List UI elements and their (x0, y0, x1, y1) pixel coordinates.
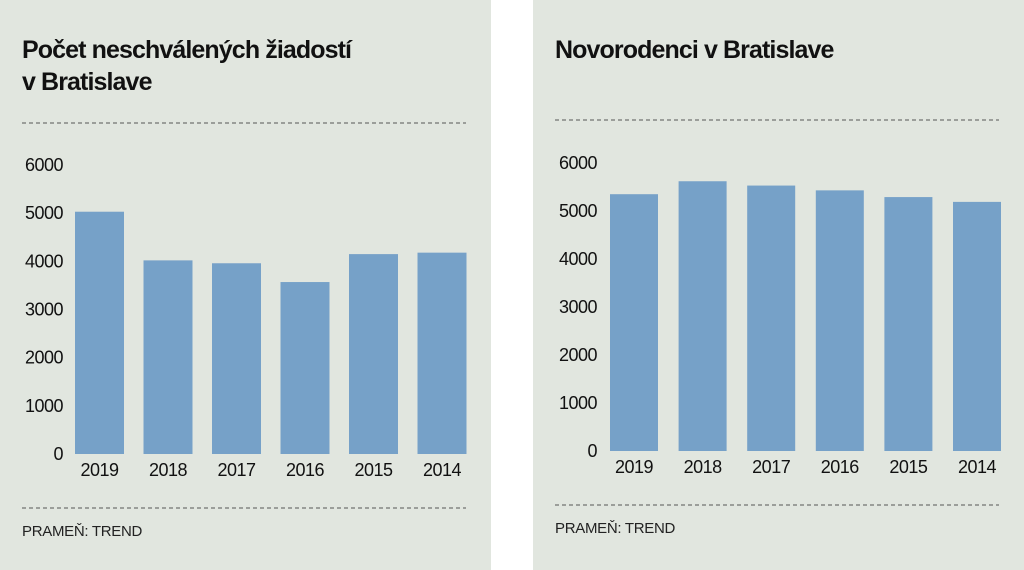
chart-title: Novorodenci v Bratislave (555, 34, 1015, 66)
x-tick-label: 2019 (615, 457, 654, 477)
x-tick-label: 2018 (684, 457, 723, 477)
bar-2019 (610, 194, 658, 451)
y-tick-label: 3000 (559, 297, 598, 317)
chart-title-line-2: v Bratislave (22, 68, 152, 96)
bar-chart-rejected-applications: 0 1000 2000 3000 4000 5000 6000 2019 2018 2017 201… (22, 122, 467, 509)
bar-2015 (349, 254, 398, 454)
y-tick-label: 3000 (25, 300, 64, 320)
y-tick-label: 1000 (559, 393, 598, 413)
y-tick-label: 1000 (25, 396, 64, 416)
y-tick-label: 4000 (559, 249, 598, 269)
bar-2016 (815, 190, 864, 452)
chart-panel-newborns: Novorodenci v Bratislave 0 1000 2000 3000 40… (533, 0, 1024, 570)
x-tick-label: 2017 (752, 457, 791, 477)
y-tick-label: 6000 (559, 153, 598, 173)
source-note: PRAMEŇ: TREND (555, 520, 676, 537)
bar-2015 (884, 197, 933, 451)
x-tick-label: 2017 (217, 460, 256, 480)
bar-chart-newborns: 0 1000 2000 3000 4000 5000 6000 2019 2018 2017 201… (555, 119, 1001, 506)
source-note: PRAMEŇ: TREND (22, 523, 143, 540)
bar-2017 (747, 185, 796, 451)
bar-2017 (212, 263, 261, 454)
x-tick-label: 2016 (286, 460, 325, 480)
y-tick-label: 5000 (25, 203, 64, 223)
chart-title: Počet neschválených žiadostí v Bratislav… (22, 34, 482, 98)
x-tick-label: 2018 (149, 460, 188, 480)
y-tick-label: 2000 (25, 348, 64, 368)
chart-title-line-1: Počet neschválených žiadostí (22, 36, 352, 64)
bar-2016 (280, 282, 330, 454)
y-tick-label: 2000 (559, 345, 598, 365)
y-tick-label: 5000 (559, 201, 598, 221)
x-tick-label: 2014 (958, 457, 997, 477)
y-tick-label: 0 (587, 441, 597, 461)
bar-2018 (678, 181, 727, 452)
x-tick-label: 2016 (821, 457, 860, 477)
bar-2019 (75, 211, 124, 454)
bar-2014 (953, 201, 1001, 451)
x-tick-label: 2014 (423, 460, 462, 480)
chart-panel-rejected-applications: Počet neschválených žiadostí v Bratislav… (0, 0, 491, 570)
bar-2018 (143, 260, 193, 454)
y-tick-label: 0 (53, 444, 63, 464)
x-tick-label: 2015 (889, 457, 928, 477)
y-tick-label: 4000 (25, 251, 64, 271)
y-tick-label: 6000 (25, 155, 64, 175)
x-tick-label: 2019 (80, 460, 119, 480)
bar-2014 (417, 252, 467, 454)
x-tick-label: 2015 (354, 460, 393, 480)
chart-title-line-1: Novorodenci v Bratislave (555, 36, 834, 64)
